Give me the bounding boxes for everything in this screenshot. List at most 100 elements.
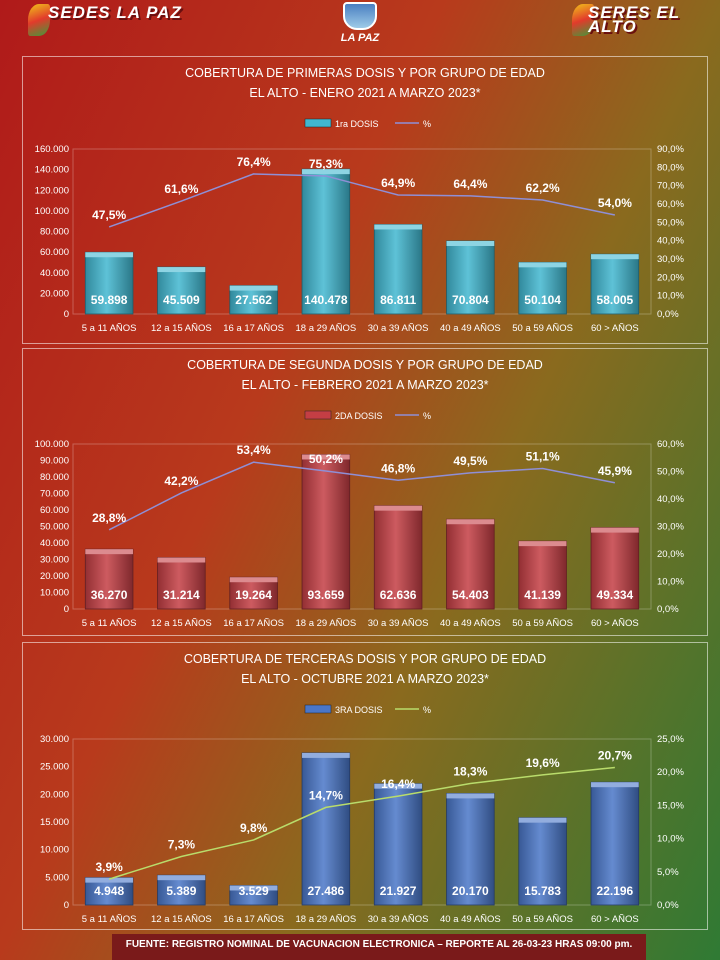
bar <box>157 266 206 315</box>
chart-subtitle: EL ALTO - FEBRERO 2021 A MARZO 2023* <box>241 378 488 392</box>
bar <box>373 783 423 906</box>
bar-top <box>591 254 639 260</box>
y-tick-label: 90.000 <box>40 456 69 467</box>
y-tick-label: 25.000 <box>40 762 69 773</box>
y-tick-label: 100.000 <box>35 439 69 450</box>
bar <box>518 261 567 315</box>
legend-bar-swatch <box>304 118 332 128</box>
legend-bar-label: 1ra DOSIS <box>335 119 379 129</box>
bar <box>301 168 351 315</box>
x-tick-label: 30 a 39 AÑOS <box>368 618 429 629</box>
legend-bar-label: 2DA DOSIS <box>335 411 383 421</box>
crest-label: LA PAZ <box>340 32 380 44</box>
x-tick-label: 50 a 59 AÑOS <box>512 914 573 925</box>
y2-tick-label: 10,0% <box>657 291 684 302</box>
x-tick-label: 16 a 17 AÑOS <box>223 618 284 629</box>
chart-panel-third-dose: COBERTURA DE TERCERAS DOSIS Y POR GRUPO … <box>22 642 708 930</box>
bar-top <box>518 541 567 547</box>
bar <box>590 527 640 610</box>
bar-value-label: 19.264 <box>235 588 272 602</box>
bar-top <box>157 557 206 563</box>
y2-tick-label: 50,0% <box>657 217 684 228</box>
percent-label: 75,3% <box>309 157 343 171</box>
bar-top <box>591 527 639 533</box>
sedes-logo: SEDES LA PAZ <box>48 4 182 21</box>
bar-value-label: 45.509 <box>163 293 200 307</box>
percent-label: 50,2% <box>309 452 343 466</box>
bar-value-label: 22.196 <box>597 884 634 898</box>
bar-value-label: 54.403 <box>452 588 489 602</box>
y2-tick-label: 80,0% <box>657 162 684 173</box>
y-tick-label: 50.000 <box>40 522 69 533</box>
seres-logo-text: SERES EL ALTO <box>588 3 680 36</box>
x-tick-label: 18 a 29 AÑOS <box>296 618 357 629</box>
y2-tick-label: 5,0% <box>657 867 679 878</box>
percent-label: 9,8% <box>240 821 268 835</box>
y2-tick-label: 60,0% <box>657 199 684 210</box>
chart-panel-first-dose: COBERTURA DE PRIMERAS DOSIS Y POR GRUPO … <box>22 56 708 344</box>
legend-line-label: % <box>423 705 431 715</box>
x-tick-label: 12 a 15 AÑOS <box>151 618 212 629</box>
chart-subtitle: EL ALTO - ENERO 2021 A MARZO 2023* <box>249 86 480 100</box>
bar-top <box>591 782 639 788</box>
percent-label: 62,2% <box>526 181 560 195</box>
y-tick-label: 80.000 <box>40 227 69 238</box>
y2-tick-label: 70,0% <box>657 181 684 192</box>
bar-value-label: 62.636 <box>380 588 417 602</box>
x-tick-label: 50 a 59 AÑOS <box>512 618 573 629</box>
bar-top <box>518 262 567 268</box>
percent-label: 3,9% <box>95 860 123 874</box>
y2-tick-label: 20,0% <box>657 549 684 560</box>
bar-value-label: 58.005 <box>597 293 634 307</box>
bar-value-label: 50.104 <box>524 293 561 307</box>
bar <box>84 548 134 610</box>
y2-tick-label: 30,0% <box>657 254 684 265</box>
y-tick-label: 0 <box>64 309 69 320</box>
x-tick-label: 5 a 11 AÑOS <box>82 323 137 334</box>
legend-bar-swatch <box>304 410 332 420</box>
bar <box>373 224 423 315</box>
bar-value-label: 21.927 <box>380 884 417 898</box>
bar-value-label: 86.811 <box>380 293 416 307</box>
percent-label: 54,0% <box>598 196 632 210</box>
bar-value-label: 3.529 <box>239 884 269 898</box>
percent-label: 16,4% <box>381 777 415 791</box>
x-tick-label: 30 a 39 AÑOS <box>368 914 429 925</box>
bar-value-label: 36.270 <box>91 588 128 602</box>
y-tick-label: 5.000 <box>45 872 69 883</box>
percent-label: 20,7% <box>598 749 632 763</box>
third-dose-chart: COBERTURA DE TERCERAS DOSIS Y POR GRUPO … <box>40 652 685 925</box>
chart-title: COBERTURA DE TERCERAS DOSIS Y POR GRUPO … <box>184 652 546 666</box>
x-tick-label: 40 a 49 AÑOS <box>440 323 501 334</box>
x-tick-label: 16 a 17 AÑOS <box>223 914 284 925</box>
bar-top <box>374 783 422 789</box>
bar-value-label: 93.659 <box>308 588 345 602</box>
chart-title: COBERTURA DE PRIMERAS DOSIS Y POR GRUPO … <box>185 66 545 80</box>
x-tick-label: 30 a 39 AÑOS <box>368 323 429 334</box>
x-tick-label: 60 > AÑOS <box>591 618 639 629</box>
percent-label: 64,4% <box>453 177 487 191</box>
percent-label: 42,2% <box>164 474 198 488</box>
bar-value-label: 31.214 <box>163 588 200 602</box>
y2-tick-label: 20,0% <box>657 272 684 283</box>
x-tick-label: 60 > AÑOS <box>591 323 639 334</box>
bar-top <box>302 752 350 758</box>
legend-line-label: % <box>423 411 431 421</box>
chart-title: COBERTURA DE SEGUNDA DOSIS Y POR GRUPO D… <box>187 358 543 372</box>
y-tick-label: 140.000 <box>35 165 69 176</box>
y-tick-label: 30.000 <box>40 555 69 566</box>
bar-top <box>157 267 206 273</box>
y2-tick-label: 30,0% <box>657 522 684 533</box>
bar <box>446 792 495 906</box>
bar-top <box>229 577 278 583</box>
bar-value-label: 27.562 <box>235 293 272 307</box>
percent-label: 7,3% <box>168 838 196 852</box>
y-tick-label: 0 <box>64 604 69 615</box>
bar-value-label: 15.783 <box>524 884 561 898</box>
plot-area <box>72 443 652 610</box>
bar <box>301 454 351 610</box>
y-tick-label: 120.000 <box>35 185 69 196</box>
plot-area <box>72 738 652 906</box>
x-tick-label: 40 a 49 AÑOS <box>440 618 501 629</box>
bar <box>301 752 351 906</box>
